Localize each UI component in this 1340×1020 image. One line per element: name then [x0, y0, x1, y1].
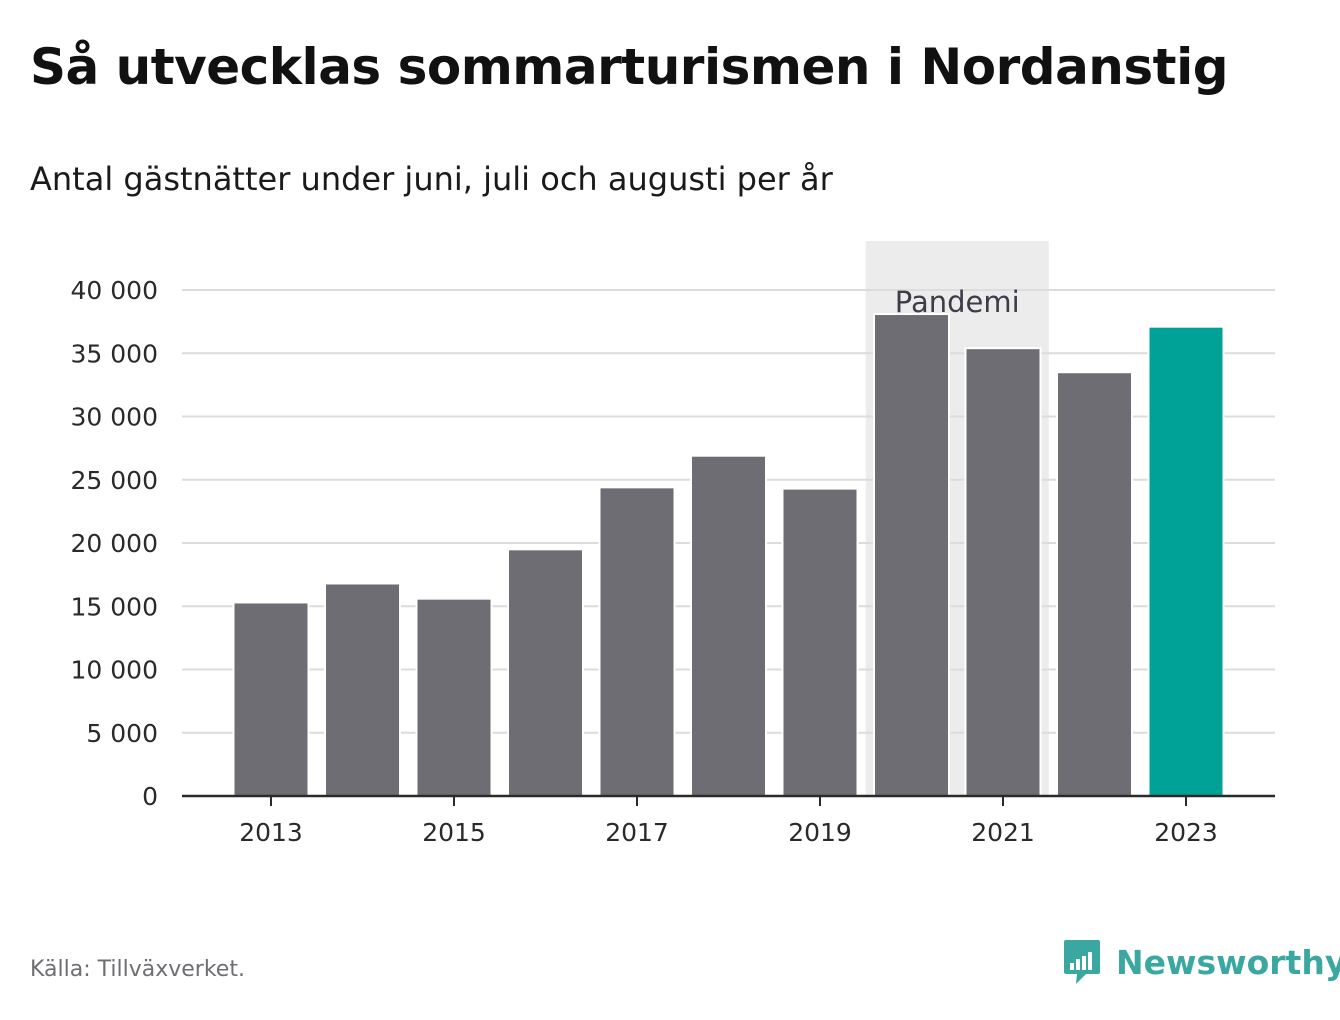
y-tick-label: 5 000: [86, 719, 158, 748]
y-tick-label: 10 000: [71, 656, 158, 685]
brand-logo: Newsworthy: [1062, 938, 1340, 986]
bar-2022: [1056, 371, 1133, 797]
y-tick-label: 40 000: [71, 276, 158, 305]
bar-chart: Pandemi 0 5 000 10 000 15 000 20 000 25 000 30 …: [71, 241, 1275, 847]
y-tick-label: 20 000: [71, 529, 158, 558]
y-tick-label: 30 000: [71, 403, 158, 432]
x-tick-label: 2015: [422, 818, 486, 847]
x-tick-label: 2023: [1154, 818, 1218, 847]
bar-2015: [415, 597, 493, 797]
x-tick-label: 2019: [788, 818, 852, 847]
bar-2018: [690, 454, 767, 797]
axis-layer: Pandemi 0 5 000 10 000 15 000 20 000 25 000 30 …: [71, 276, 1275, 847]
bar-2019: [781, 487, 859, 797]
newsworthy-logo-icon: [1064, 940, 1100, 984]
bar-2020: [873, 313, 950, 797]
x-tick-label: 2013: [239, 818, 303, 847]
x-tick-label: 2017: [605, 818, 669, 847]
source-note: Källa: Tillväxverket.: [30, 957, 245, 982]
x-tick-label: 2021: [971, 818, 1035, 847]
brand-name: Newsworthy: [1116, 942, 1340, 982]
pandemic-label: Pandemi: [895, 285, 1020, 319]
bar-2014: [324, 582, 401, 797]
bar-2016: [507, 548, 584, 798]
y-tick-label: 0: [142, 782, 158, 811]
bar-2021: [964, 347, 1042, 797]
chart-title: Så utvecklas sommarturismen i Nordanstig: [30, 38, 1229, 96]
bar-2017: [598, 486, 676, 797]
y-tick-label: 15 000: [71, 592, 158, 621]
bar-2023: [1147, 325, 1225, 797]
y-tick-label: 35 000: [71, 339, 158, 368]
bar-layer: [232, 313, 1225, 798]
bar-2013: [232, 601, 310, 798]
chart-subtitle: Antal gästnätter under juni, juli och au…: [30, 160, 833, 198]
y-tick-label: 25 000: [71, 466, 158, 495]
